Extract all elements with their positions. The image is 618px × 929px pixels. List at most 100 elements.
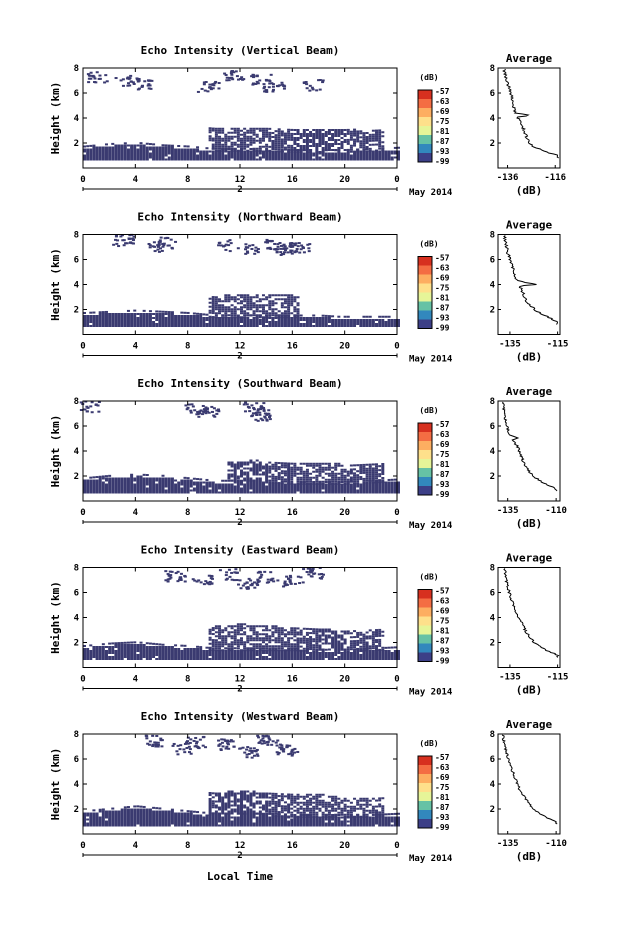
echo-cell: [381, 491, 385, 494]
echo-cell: [224, 143, 228, 146]
echo-cell: [183, 317, 187, 319]
echo-cell: [236, 631, 240, 634]
echo-cell: [142, 154, 146, 157]
echo-cell: [246, 314, 250, 317]
echo-cell: [324, 640, 328, 643]
echo-cell: [397, 156, 400, 159]
echo-cell: [139, 481, 143, 484]
echo-cell: [221, 137, 225, 140]
echo-cell: [290, 158, 294, 161]
echo-cell: [271, 310, 275, 313]
echo-cell: [218, 310, 222, 313]
echo-cell: [318, 462, 322, 465]
echo-cell: [86, 319, 90, 321]
echo-cell: [349, 464, 353, 467]
echo-cell: [255, 487, 259, 490]
echo-cell: [117, 479, 121, 482]
echo-cell: [315, 646, 319, 649]
echo-cell: [387, 483, 391, 486]
echo-cell: [227, 649, 231, 652]
echo-cell: [205, 154, 209, 157]
echo-cell: [290, 319, 294, 321]
echo-cell: [268, 654, 272, 656]
echo-cell: [274, 489, 278, 492]
echo-cell: [89, 658, 93, 660]
echo-cell: [104, 319, 108, 321]
echo-cell: [390, 483, 394, 486]
echo-cell: [111, 648, 115, 650]
echo-cell: [287, 134, 291, 137]
echo-cell: [133, 816, 137, 819]
echo-cell: [196, 325, 200, 327]
echo-cell: [240, 483, 243, 486]
echo-cell: [312, 319, 316, 321]
echo-cell: [148, 656, 152, 658]
echo-cell: [189, 317, 193, 319]
echo-cell: [111, 150, 115, 153]
echo-cell: [312, 133, 316, 135]
echo-cell: [117, 818, 121, 821]
echo-cell: [378, 133, 382, 136]
echo-cell: [320, 577, 324, 580]
echo-cell: [353, 323, 357, 325]
echo-cell: [252, 154, 256, 157]
echo-cell: [324, 158, 328, 161]
echo-cell: [393, 325, 397, 327]
echo-cell: [123, 479, 127, 482]
echo-cell: [387, 152, 391, 155]
echo-cell: [258, 306, 262, 309]
echo-cell: [180, 148, 184, 151]
echo-cell: [287, 154, 291, 157]
echo-cell: [230, 645, 234, 648]
echo-cell: [362, 134, 366, 137]
echo-cell: [353, 319, 357, 321]
echo-cell: [191, 405, 195, 408]
echo-cell: [167, 646, 171, 648]
echo-cell: [296, 308, 300, 311]
average-x-tick-label: -135: [499, 340, 521, 350]
echo-cell: [139, 658, 143, 660]
echo-cell: [362, 635, 366, 638]
echo-cell: [233, 487, 237, 490]
echo-cell: [101, 475, 105, 478]
echo-cell: [368, 315, 372, 318]
echo-cell: [327, 636, 331, 639]
echo-cell: [290, 298, 294, 301]
echo-cell: [280, 323, 284, 325]
echo-cell: [249, 127, 253, 130]
echo-cell: [120, 658, 124, 660]
echo-cell: [246, 487, 250, 490]
echo-cell: [371, 156, 375, 159]
echo-cell: [299, 466, 303, 469]
echo-cell: [381, 152, 385, 155]
echo-cell: [227, 319, 231, 321]
y-axis-label: Height (km): [49, 82, 62, 155]
echo-cell: [218, 131, 222, 134]
echo-cell: [95, 824, 99, 827]
echo-cell: [114, 658, 118, 660]
echo-cell: [166, 237, 170, 240]
echo-cell: [214, 489, 218, 492]
echo-cell: [302, 149, 306, 151]
echo-cell: [130, 319, 134, 321]
echo-cell: [101, 650, 105, 652]
echo-cell: [86, 321, 90, 323]
echo-cell: [280, 140, 284, 143]
echo-cell: [378, 640, 382, 643]
echo-cell: [232, 71, 236, 74]
echo-cell: [86, 812, 90, 815]
echo-cell: [288, 579, 292, 582]
echo-cell: [123, 656, 127, 658]
echo-cell: [246, 481, 250, 484]
echo-cell: [334, 468, 338, 471]
echo-cell: [218, 129, 222, 132]
echo-cell: [156, 245, 160, 248]
echo-cell: [265, 325, 269, 327]
echo-cell: [309, 135, 313, 137]
echo-cell: [287, 485, 291, 488]
echo-cell: [183, 658, 187, 660]
echo-cell: [268, 152, 272, 155]
echo-cell: [221, 127, 225, 130]
echo-cell: [393, 321, 397, 323]
panel-2: Echo Intensity (Northward Beam)Height (k…: [49, 211, 568, 365]
